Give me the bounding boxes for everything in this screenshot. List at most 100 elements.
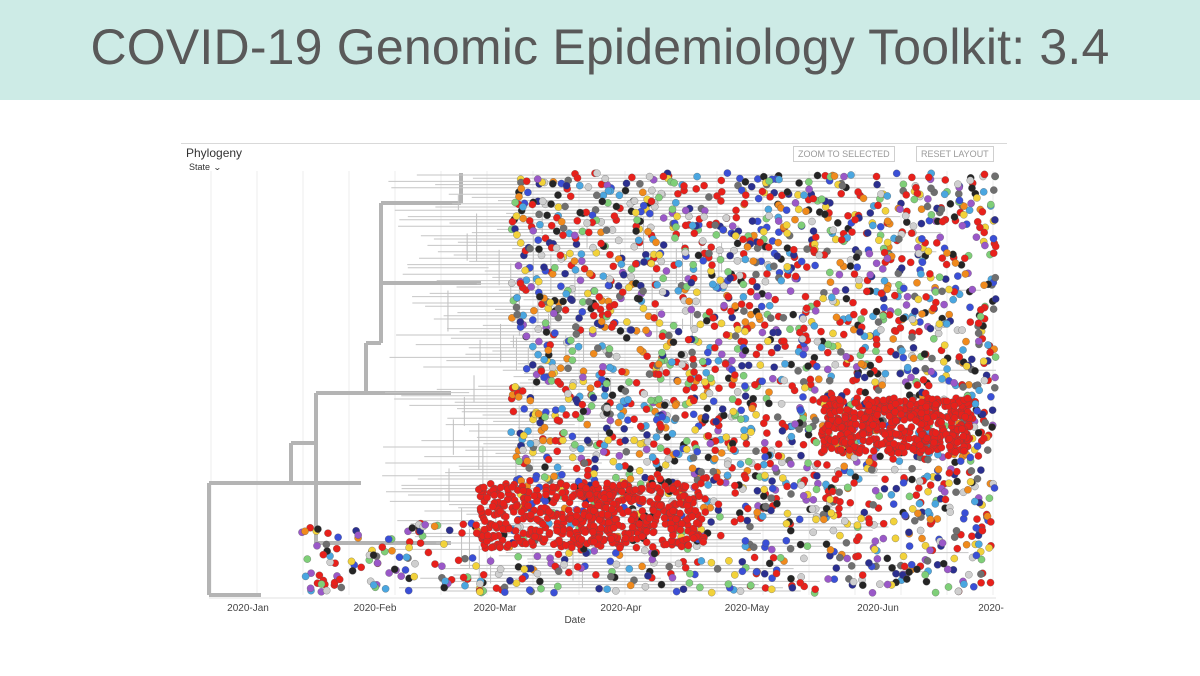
tree-tip[interactable] (672, 449, 681, 458)
tree-tip[interactable] (885, 311, 894, 319)
tree-tip[interactable] (553, 416, 562, 424)
tree-tip[interactable] (901, 511, 909, 519)
tree-tip[interactable] (529, 361, 537, 369)
tree-tip[interactable] (651, 300, 659, 308)
tree-tip[interactable] (771, 295, 779, 304)
tree-tip[interactable] (689, 410, 698, 419)
tree-tip[interactable] (553, 447, 561, 456)
tree-tip[interactable] (536, 508, 545, 517)
tree-tip[interactable] (648, 186, 656, 195)
tree-tip[interactable] (986, 578, 995, 587)
tree-tip[interactable] (954, 272, 962, 280)
tree-tip[interactable] (805, 424, 813, 433)
tree-tip[interactable] (931, 429, 940, 437)
tree-tip[interactable] (813, 362, 821, 371)
tree-tip[interactable] (859, 430, 868, 438)
tree-tip[interactable] (671, 234, 679, 242)
tree-tip[interactable] (628, 523, 637, 531)
tree-tip[interactable] (519, 487, 528, 495)
tree-tip[interactable] (472, 529, 481, 537)
tree-tip[interactable] (490, 532, 499, 541)
tree-tip[interactable] (638, 562, 646, 571)
tree-tip[interactable] (943, 320, 951, 328)
tree-tip[interactable] (913, 565, 921, 574)
tree-tip[interactable] (859, 194, 868, 203)
tree-tip[interactable] (625, 565, 634, 573)
tree-tip[interactable] (829, 226, 837, 234)
tree-tip[interactable] (597, 524, 605, 533)
tree-tip[interactable] (973, 442, 982, 450)
tree-tip[interactable] (924, 487, 932, 496)
tree-tip[interactable] (841, 517, 849, 525)
tree-tip[interactable] (770, 363, 778, 371)
tree-tip[interactable] (894, 308, 902, 316)
tree-tip[interactable] (971, 367, 979, 375)
tree-tip[interactable] (710, 322, 719, 330)
tree-tip[interactable] (899, 314, 908, 323)
tree-tip[interactable] (852, 253, 861, 261)
tree-tip[interactable] (410, 572, 418, 581)
tree-tip[interactable] (960, 211, 968, 219)
tree-tip[interactable] (705, 389, 714, 398)
tree-tip[interactable] (570, 231, 579, 240)
tree-tip[interactable] (894, 449, 903, 457)
tree-tip[interactable] (529, 342, 537, 351)
tree-tip[interactable] (828, 487, 837, 496)
tree-tip[interactable] (504, 540, 513, 549)
tree-tip[interactable] (960, 447, 968, 455)
tree-tip[interactable] (712, 473, 721, 481)
tree-tip[interactable] (642, 405, 651, 413)
tree-tip[interactable] (983, 512, 992, 521)
tree-tip[interactable] (915, 327, 923, 336)
tree-tip[interactable] (545, 507, 553, 516)
tree-tip[interactable] (909, 354, 918, 363)
tree-tip[interactable] (670, 179, 678, 187)
tree-tip[interactable] (681, 564, 690, 572)
tree-tip[interactable] (522, 332, 531, 340)
tree-tip[interactable] (644, 572, 652, 580)
tree-tip[interactable] (966, 176, 975, 185)
tree-tip[interactable] (749, 394, 757, 403)
tree-tip[interactable] (718, 350, 726, 359)
tree-tip[interactable] (491, 522, 499, 530)
tree-tip[interactable] (540, 473, 549, 481)
tree-tip[interactable] (334, 533, 342, 542)
tree-tip[interactable] (768, 545, 776, 554)
tree-tip[interactable] (821, 210, 829, 219)
tree-tip[interactable] (768, 477, 776, 485)
tree-tip[interactable] (966, 478, 975, 486)
tree-tip[interactable] (635, 295, 644, 303)
tree-tip[interactable] (960, 202, 968, 210)
tree-tip[interactable] (832, 564, 841, 572)
tree-tip[interactable] (715, 246, 724, 255)
tree-tip[interactable] (647, 396, 655, 405)
tree-tip[interactable] (488, 502, 497, 511)
tree-tip[interactable] (745, 301, 754, 310)
tree-tip[interactable] (632, 227, 640, 235)
tree-tip[interactable] (404, 586, 413, 595)
tree-tip[interactable] (590, 537, 598, 546)
tree-tip[interactable] (622, 448, 631, 456)
tree-tip[interactable] (730, 518, 739, 526)
tree-tip[interactable] (979, 188, 988, 196)
tree-tip[interactable] (783, 229, 792, 238)
tree-tip[interactable] (756, 238, 764, 247)
tree-tip[interactable] (736, 515, 745, 523)
tree-tip[interactable] (712, 417, 720, 426)
tree-tip[interactable] (846, 499, 855, 507)
tree-tip[interactable] (622, 179, 631, 188)
tree-tip[interactable] (616, 327, 625, 335)
tree-tip[interactable] (733, 257, 742, 265)
tree-tip[interactable] (598, 197, 607, 206)
tree-tip[interactable] (683, 535, 691, 543)
tree-tip[interactable] (817, 327, 825, 336)
tree-tip[interactable] (985, 494, 994, 502)
tree-tip[interactable] (763, 429, 771, 437)
tree-tip[interactable] (566, 530, 574, 538)
tree-tip[interactable] (322, 540, 331, 549)
tree-tip[interactable] (483, 493, 491, 502)
tree-tip[interactable] (658, 332, 667, 340)
tree-tip[interactable] (560, 560, 568, 569)
tree-tip[interactable] (354, 531, 362, 539)
tree-tip[interactable] (518, 387, 527, 395)
